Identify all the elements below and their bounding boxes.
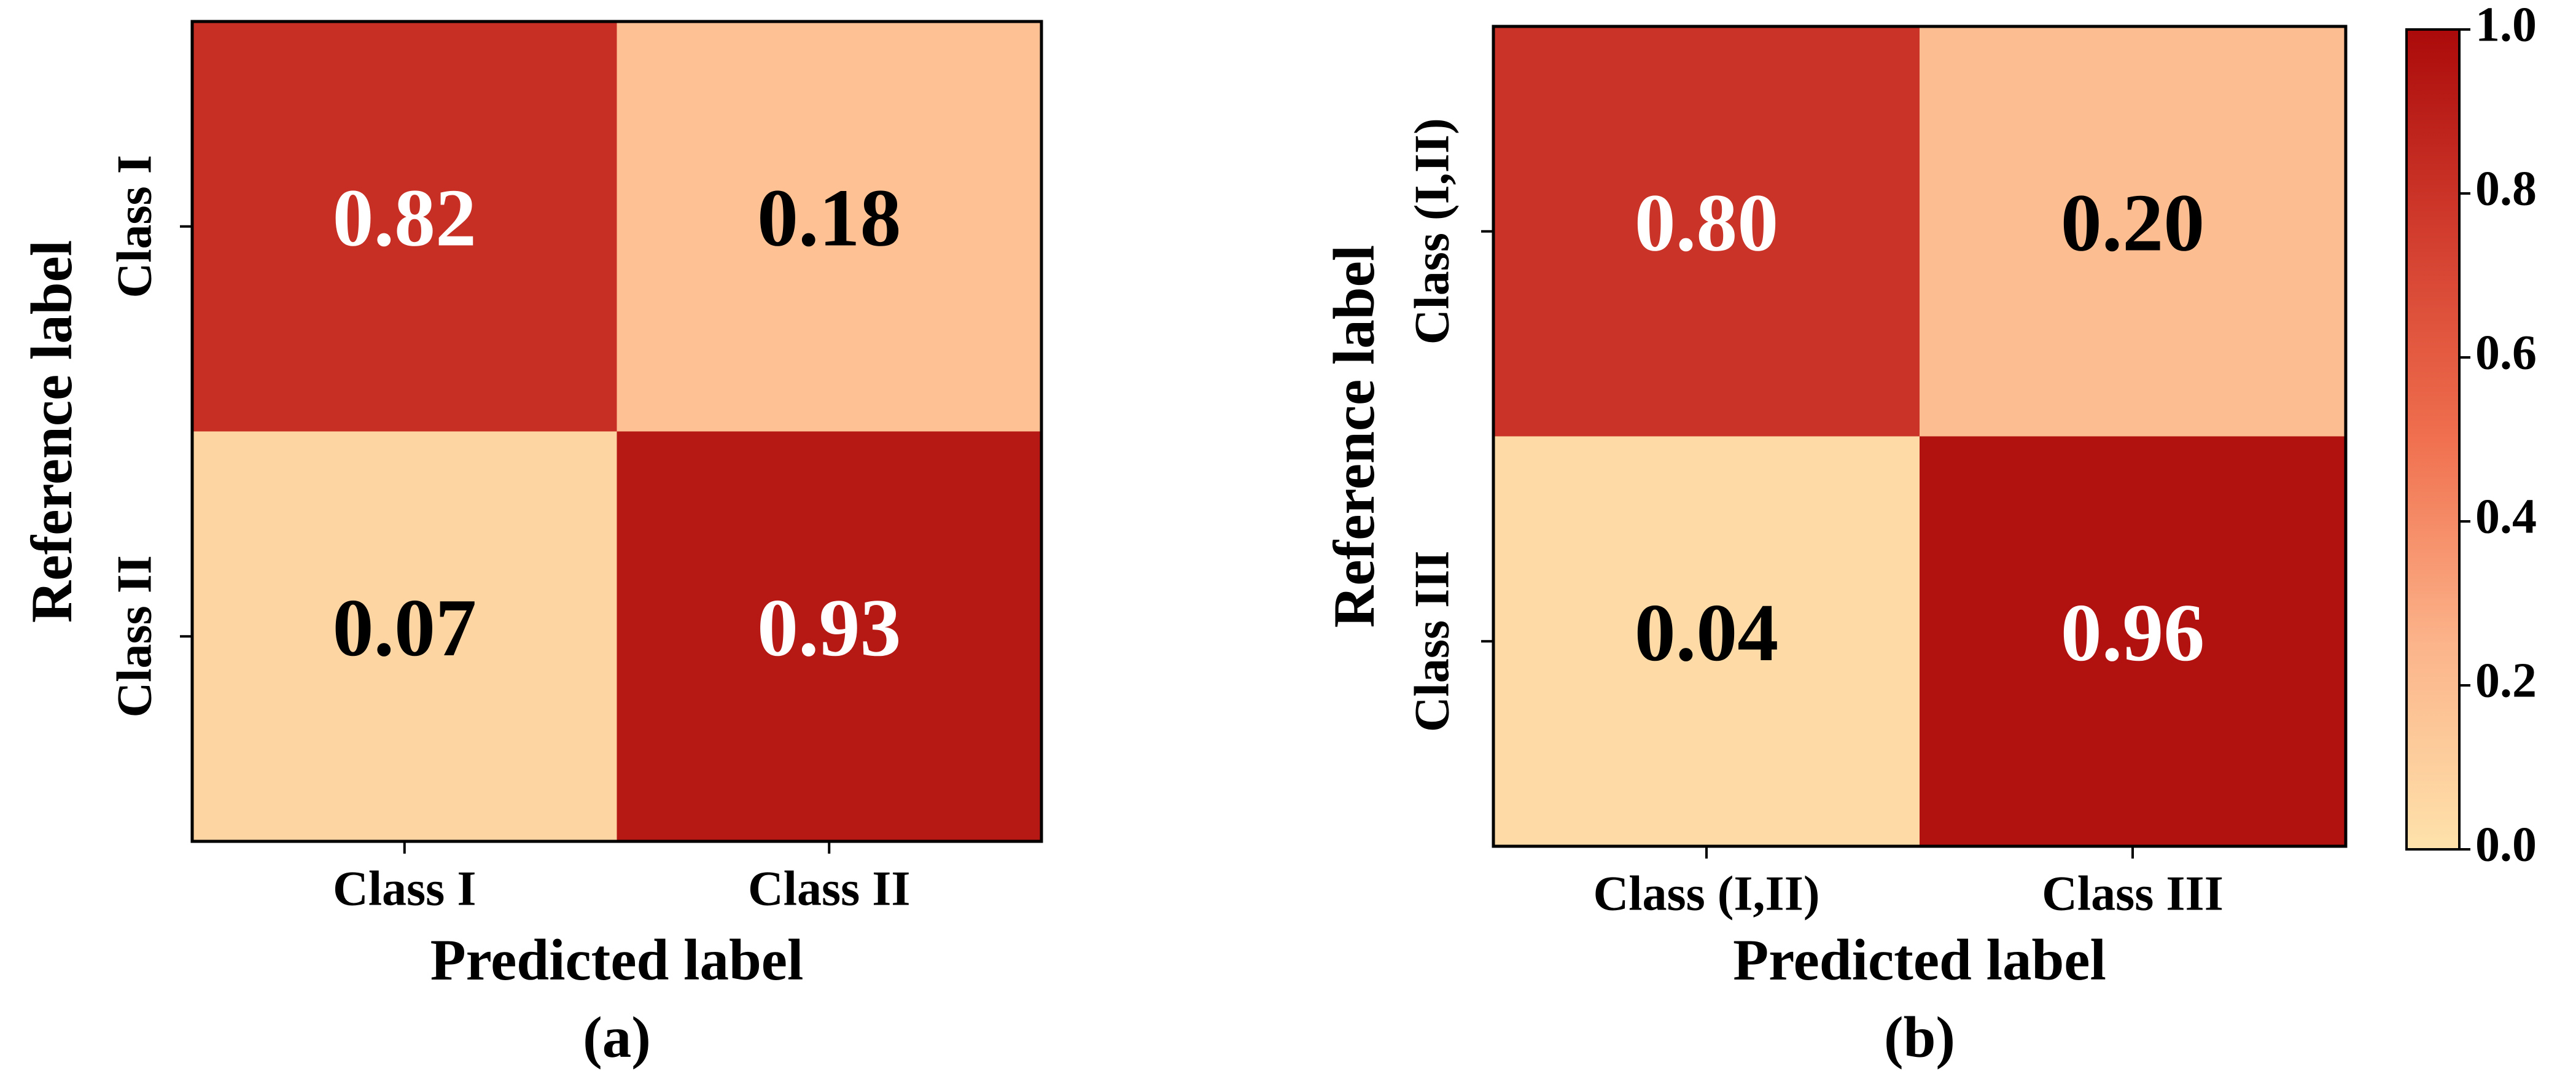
colorbar-tick-label: 0.8 (2475, 162, 2537, 216)
colorbar-tick-label: 0.4 (2475, 489, 2537, 544)
plot-frame (1492, 25, 2348, 848)
colorbar (2405, 28, 2461, 851)
x-tick-label: Class I (333, 862, 476, 916)
cell-value-label: 0.80 (1635, 177, 1779, 268)
y-axis-label: Reference label (1321, 245, 1387, 628)
y-axis-label: Reference label (19, 240, 84, 623)
caption: (a) (583, 1005, 651, 1070)
plot-frame (190, 20, 1043, 843)
y-tick-label: Class II (107, 555, 161, 718)
heatmap-cell (617, 431, 1042, 842)
colorbar-tick-label: 1.0 (2475, 0, 2537, 52)
heatmap-cell (1920, 436, 2346, 847)
x-tick-label: Class II (748, 862, 911, 916)
heatmap-cell (617, 21, 1042, 432)
cell-value-label: 0.18 (757, 173, 901, 263)
caption: (b) (1884, 1005, 1955, 1070)
y-tick-label: Class (I,II) (1405, 118, 1459, 345)
cell-value-label: 0.04 (1635, 587, 1779, 678)
heatmap-cell (1493, 26, 1920, 437)
colorbar-tick-label: 0.2 (2475, 653, 2537, 707)
cell-value-label: 0.93 (757, 582, 901, 673)
heatmap-cell (192, 21, 617, 432)
heatmap-cell (192, 431, 617, 842)
y-tick-label: Class III (1405, 550, 1459, 732)
x-axis-label: Predicted label (430, 927, 804, 992)
y-tick-label: Class I (107, 155, 161, 298)
cell-value-label: 0.82 (333, 173, 477, 263)
cell-value-label: 0.20 (2061, 177, 2205, 268)
cell-value-label: 0.96 (2061, 587, 2205, 678)
x-tick-label: Class III (2042, 867, 2224, 921)
heatmap-cell (1493, 436, 1920, 847)
heatmap-cell (1920, 26, 2346, 437)
x-axis-label: Predicted label (1733, 927, 2106, 992)
colorbar-tick-label: 0.6 (2475, 325, 2537, 380)
colorbar-tick-label: 0.0 (2475, 817, 2537, 871)
cell-value-label: 0.07 (333, 582, 477, 673)
x-tick-label: Class (I,II) (1593, 867, 1820, 921)
